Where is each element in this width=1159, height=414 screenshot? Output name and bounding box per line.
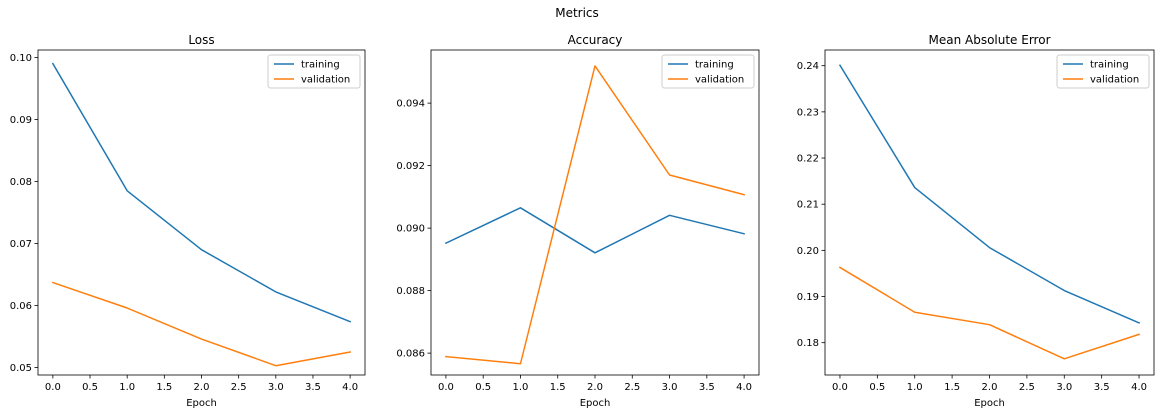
subplot-2: Accuracy 0.0 0.5 1.0 1.5 2.0 2.5 3.0 3.5 4.0 0.086… <box>396 33 760 409</box>
x-tick-label: 3.5 <box>1094 382 1110 393</box>
y-tick-label: 0.21 <box>797 200 819 211</box>
subplot-title: Mean Absolute Error <box>928 33 1050 47</box>
x-tick-label: 4.0 <box>342 382 358 393</box>
x-tick-label: 2.5 <box>231 382 247 393</box>
x-tick-label: 4.0 <box>1131 382 1147 393</box>
y-tick-label: 0.18 <box>797 338 819 349</box>
y-tick-label: 0.19 <box>797 292 819 303</box>
x-tick-label: 1.0 <box>513 382 529 393</box>
x-tick-label: 0.0 <box>438 382 454 393</box>
x-axis-label: Epoch <box>186 398 217 409</box>
x-tick-label: 0.5 <box>475 382 491 393</box>
x-tick-label: 3.5 <box>305 382 321 393</box>
series-line-validation <box>445 65 746 365</box>
x-tick-label: 2.0 <box>194 382 210 393</box>
y-tick-label: 0.09 <box>10 115 32 126</box>
y-tick-label: 0.07 <box>10 239 32 250</box>
axes-frame <box>824 49 1155 376</box>
series-line-training <box>444 207 745 254</box>
series-line-training <box>838 64 1141 324</box>
x-tick-label: 0.5 <box>82 382 98 393</box>
legend: training validation <box>267 54 361 89</box>
x-axis-label: Epoch <box>580 398 611 409</box>
y-tick-label: 0.088 <box>396 286 425 297</box>
x-tick-label: 0.0 <box>832 382 848 393</box>
x-tick-label: 1.5 <box>156 382 172 393</box>
legend: training validation <box>661 54 755 89</box>
y-tick-label: 0.23 <box>797 107 819 118</box>
x-tick-label: 2.5 <box>624 382 640 393</box>
subplot-title: Accuracy <box>568 33 623 47</box>
x-tick-label: 1.0 <box>907 382 923 393</box>
x-tick-label: 2.0 <box>982 382 998 393</box>
series-line-training <box>51 62 352 323</box>
y-tick-label: 0.086 <box>396 349 425 360</box>
legend-label-validation: validation <box>301 75 350 86</box>
axes-frame <box>430 49 760 376</box>
y-tick-label: 0.06 <box>10 301 32 312</box>
x-tick-label: 3.0 <box>662 382 678 393</box>
legend-label-training: training <box>695 60 734 71</box>
x-tick-label: 1.5 <box>550 382 566 393</box>
x-tick-label: 2.5 <box>1019 382 1035 393</box>
legend-label-validation: validation <box>695 75 744 86</box>
y-tick-label: 0.24 <box>797 61 819 72</box>
x-tick-label: 2.0 <box>587 382 603 393</box>
x-tick-label: 0.5 <box>869 382 885 393</box>
subplot-title: Loss <box>188 33 214 47</box>
legend: training validation <box>1056 54 1150 89</box>
subplot-panels: Loss 0.0 0.5 1.0 1.5 2.0 2.5 3.0 3.5 4.0 0.05 0.06 0… <box>10 33 1155 409</box>
y-tick-label: 0.092 <box>396 161 425 172</box>
legend-label-validation: validation <box>1090 75 1139 86</box>
x-tick-label: 0.0 <box>45 382 61 393</box>
axes-frame <box>37 49 366 376</box>
x-axis-label: Epoch <box>974 398 1005 409</box>
figure-suptitle: Metrics <box>555 6 599 20</box>
y-tick-label: 0.22 <box>797 154 819 165</box>
y-tick-label: 0.090 <box>396 224 425 235</box>
x-tick-label: 4.0 <box>736 382 752 393</box>
series-line-validation <box>838 266 1140 360</box>
x-tick-label: 3.5 <box>699 382 715 393</box>
y-tick-label: 0.08 <box>10 177 32 188</box>
x-tick-label: 1.0 <box>119 382 135 393</box>
y-tick-label: 0.10 <box>10 53 32 64</box>
series-line-validation <box>51 281 352 367</box>
x-tick-label: 1.5 <box>944 382 960 393</box>
x-tick-label: 3.0 <box>1056 382 1072 393</box>
subplot-1: Loss 0.0 0.5 1.0 1.5 2.0 2.5 3.0 3.5 4.0 0.05 0.06 0… <box>10 33 366 409</box>
legend-label-training: training <box>301 60 340 71</box>
x-tick-label: 3.0 <box>268 382 284 393</box>
y-tick-label: 0.05 <box>10 363 32 374</box>
legend-label-training: training <box>1090 60 1129 71</box>
subplot-3: Mean Absolute Error 0.0 0.5 1.0 1.5 2.0 2.5 3.0… <box>797 33 1155 409</box>
y-tick-label: 0.094 <box>396 99 425 110</box>
y-tick-label: 0.20 <box>797 246 819 257</box>
